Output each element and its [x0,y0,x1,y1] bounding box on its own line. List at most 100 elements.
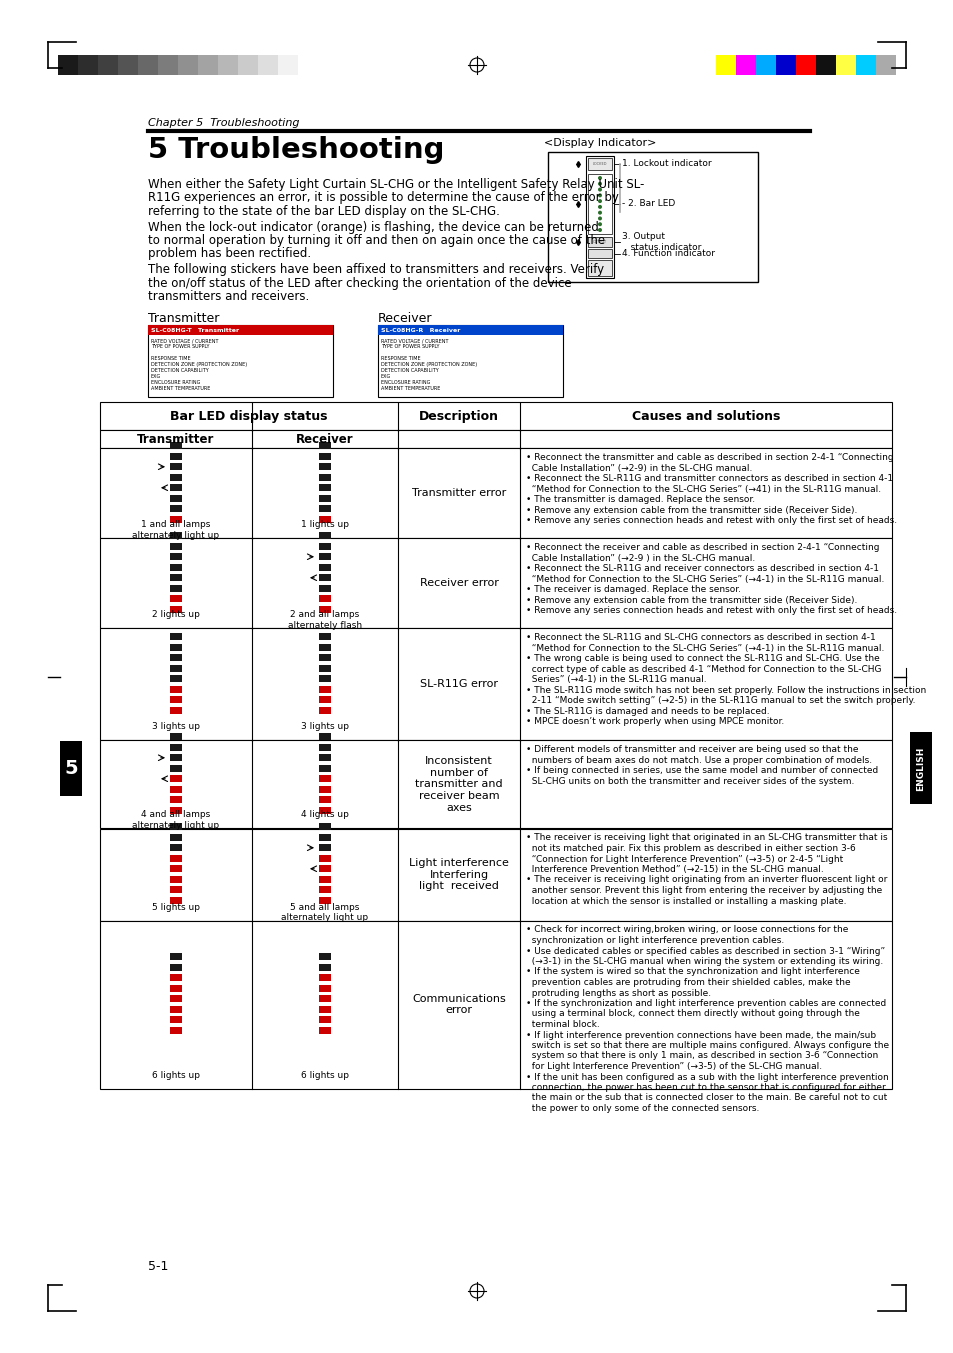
Bar [198,55,218,74]
Bar [318,686,331,693]
Text: ENCLOSURE RATING: ENCLOSURE RATING [380,380,430,386]
Bar [170,797,182,804]
Bar [178,55,198,74]
Bar [170,584,182,591]
Bar [318,797,331,804]
Bar [98,55,118,74]
Bar [170,706,182,714]
Text: Transmitter: Transmitter [148,311,219,325]
Bar [318,484,331,491]
Text: not its matched pair. Fix this problem as described in either section 3-6: not its matched pair. Fix this problem a… [525,844,855,852]
Bar [100,430,891,448]
Text: Causes and solutions: Causes and solutions [631,410,780,423]
Bar [318,775,331,782]
Bar [318,764,331,771]
Bar [100,402,891,430]
Text: • The receiver is damaged. Replace the sensor.: • The receiver is damaged. Replace the s… [525,586,740,594]
Text: • Different models of transmitter and receiver are being used so that the: • Different models of transmitter and re… [525,746,858,755]
Bar [318,442,331,449]
Bar [855,55,875,74]
Text: • The transmitter is damaged. Replace the sensor.: • The transmitter is damaged. Replace th… [525,495,755,505]
Bar [170,954,182,961]
Text: transmitters and receivers.: transmitters and receivers. [148,290,309,303]
Bar [318,786,331,793]
Bar [318,553,331,560]
Text: AMBIENT TEMPERATURE: AMBIENT TEMPERATURE [380,387,440,391]
Bar [318,754,331,762]
Bar [318,744,331,751]
Bar [585,156,614,277]
Bar [237,55,257,74]
Text: 5 and all lamps
alternately light up: 5 and all lamps alternately light up [281,902,368,921]
Bar [100,538,891,629]
Bar [170,532,182,540]
Bar [170,1027,182,1034]
Text: When either the Safety Light Curtain SL-CHG or the Intelligent Safety Relay Unit: When either the Safety Light Curtain SL-… [148,179,643,191]
Bar [318,505,331,513]
Circle shape [598,199,601,203]
Bar [170,974,182,981]
Text: EXG: EXG [380,375,391,379]
Bar [148,326,333,398]
Text: Interference Prevention Method” (→2-15) in the SL-CHG manual.: Interference Prevention Method” (→2-15) … [525,865,822,874]
Circle shape [598,222,601,226]
Bar [318,996,331,1003]
Text: • If the system is wired so that the synchronization and light interference: • If the system is wired so that the syn… [525,967,859,977]
Text: LOCKED: LOCKED [592,162,607,166]
Bar [170,733,182,740]
Text: Receiver: Receiver [377,311,432,325]
Text: Receiver error: Receiver error [419,579,497,589]
Bar [100,920,891,1089]
Bar [318,1027,331,1034]
Text: synchronization or light interference prevention cables.: synchronization or light interference pr… [525,936,783,944]
Text: TYPE OF POWER SUPPLY: TYPE OF POWER SUPPLY [151,345,210,349]
Text: terminal block.: terminal block. [525,1020,599,1030]
Text: Bar LED display status: Bar LED display status [170,410,328,423]
Text: 1 lights up: 1 lights up [301,521,349,529]
Text: Receiver: Receiver [295,433,354,446]
Text: 2-11 “Mode switch setting” (→2-5) in the SL-R11G manual to set the switch proper: 2-11 “Mode switch setting” (→2-5) in the… [525,697,915,705]
Text: Transmitter error: Transmitter error [412,488,506,498]
Bar [875,55,895,74]
Text: Cable Installation” (→2-9 ) in the SL-CHG manual.: Cable Installation” (→2-9 ) in the SL-CH… [525,553,755,563]
Circle shape [598,176,601,180]
Bar [148,326,333,336]
Bar [318,886,331,893]
Text: 4. Function indicator: 4. Function indicator [621,249,714,258]
Text: (→3-1) in the SL-CHG manual when wiring the system or extending its wiring.: (→3-1) in the SL-CHG manual when wiring … [525,957,882,966]
Text: location at which the sensor is installed or installing a masking plate.: location at which the sensor is installe… [525,897,845,905]
Text: • MPCE doesn’t work properly when using MPCE monitor.: • MPCE doesn’t work properly when using … [525,717,783,727]
Text: the power to only some of the connected sensors.: the power to only some of the connected … [525,1104,759,1114]
Text: 1. Lockout indicator: 1. Lockout indicator [621,160,711,169]
Circle shape [598,229,601,231]
Text: 4 lights up: 4 lights up [301,810,349,820]
Text: 5: 5 [64,759,78,778]
Text: numbers of beam axes do not match. Use a proper combination of models.: numbers of beam axes do not match. Use a… [525,756,871,764]
Text: • Remove any series connection heads and retest with only the first set of heads: • Remove any series connection heads and… [525,517,896,525]
Text: When the lock-out indicator (orange) is flashing, the device can be returned: When the lock-out indicator (orange) is … [148,221,598,234]
Text: 2 and all lamps
alternately flash: 2 and all lamps alternately flash [288,610,362,630]
Text: the main or the sub that is connected closer to the main. Be careful not to cut: the main or the sub that is connected cl… [525,1093,886,1103]
Text: DETECTION CAPABILITY: DETECTION CAPABILITY [380,368,438,373]
Bar [318,844,331,851]
Text: • If the synchronization and light interference prevention cables are connected: • If the synchronization and light inter… [525,999,885,1008]
Bar [318,706,331,714]
Bar [100,629,891,740]
Bar [138,55,158,74]
Bar [716,55,735,74]
Text: “Method for Connection to the SL-CHG Series” (→41) in the SL-R11G manual.: “Method for Connection to the SL-CHG Ser… [525,484,881,494]
Bar [170,453,182,460]
Text: • If the unit has been configured as a sub with the light interference preventio: • If the unit has been configured as a s… [525,1073,888,1081]
Text: correct type of cable as described 4-1 “Method for Connection to the SL-CHG: correct type of cable as described 4-1 “… [525,666,881,674]
Text: using a terminal block, connect them directly without going through the: using a terminal block, connect them dir… [525,1009,859,1019]
Bar [170,806,182,813]
Bar [257,55,277,74]
Bar [170,553,182,560]
Text: “Method for Connection to the SL-CHG Series” (→4-1) in the SL-R11G manual.: “Method for Connection to the SL-CHG Ser… [525,644,883,653]
Circle shape [598,193,601,198]
Bar [909,732,931,805]
Text: Chapter 5  Troubleshooting: Chapter 5 Troubleshooting [148,118,299,129]
Text: • The receiver is receiving light that originated in an SL-CHG transmitter that : • The receiver is receiving light that o… [525,833,886,843]
Text: for Light Interference Prevention” (→3-5) of the SL-CHG manual.: for Light Interference Prevention” (→3-5… [525,1062,821,1072]
Bar [218,55,237,74]
